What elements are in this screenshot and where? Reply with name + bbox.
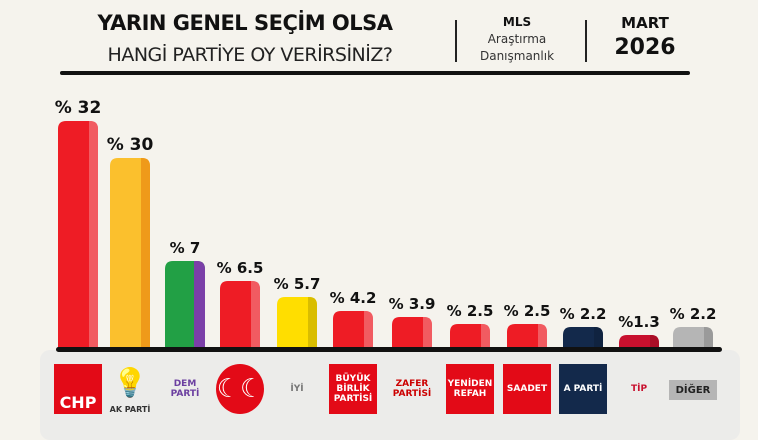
- logo-panel: [40, 350, 740, 440]
- logo-ak-parti̇: 💡 AK PARTİ: [106, 364, 154, 414]
- data-label: % 7: [170, 239, 201, 257]
- data-label: % 3.9: [389, 295, 436, 313]
- logo-text: BÜYÜK BİRLİK PARTİSİ: [333, 374, 373, 404]
- year: 2026: [614, 35, 676, 60]
- bar: [110, 158, 150, 349]
- logo-text: DİĞER: [675, 384, 711, 396]
- bulb-icon: 💡: [112, 366, 148, 399]
- data-label: % 32: [55, 98, 102, 118]
- bar-shade: [704, 327, 713, 349]
- bar-saadet: % 2.5: [504, 302, 551, 349]
- data-label: % 30: [107, 135, 154, 155]
- bar-ak-parti̇: % 30: [107, 135, 154, 349]
- month: MART: [621, 14, 669, 32]
- title-line-1: YARIN GENEL SEÇİM OLSA: [97, 11, 393, 35]
- logo-i̇yi̇-parti̇: İYİ: [273, 364, 321, 414]
- bar-yeni̇den-refah: % 2.5: [447, 302, 494, 349]
- pollster-name: MLS: [502, 15, 532, 29]
- logo-mhp: ☾☾: [216, 364, 264, 414]
- bar-büyük-bi̇rli̇k-parti̇si̇: % 4.2: [330, 289, 377, 349]
- bar-shade: [538, 324, 547, 349]
- data-label: %1.3: [618, 313, 660, 331]
- bar: [563, 327, 603, 349]
- bar: [673, 327, 713, 349]
- logo-ti̇p: TİP: [615, 364, 663, 414]
- bar: [507, 324, 547, 349]
- title-line-2: HANGİ PARTİYE OY VERİRSİNİZ?: [107, 44, 393, 66]
- logo-text: A PARTİ: [563, 384, 603, 394]
- bar-ti̇p: %1.3: [618, 313, 660, 349]
- logo-anahtar-parti̇: A PARTİ: [559, 364, 607, 414]
- logo-text: CHP: [59, 393, 97, 412]
- logo-text: İYİ: [290, 384, 304, 394]
- bar-shade: [423, 317, 432, 349]
- bar-shade: [308, 297, 317, 349]
- bar-shade: [89, 121, 98, 349]
- data-label: % 2.2: [670, 305, 717, 323]
- bar-mhp: % 6.5: [217, 259, 264, 349]
- logo-saadet: SAADET: [503, 364, 551, 414]
- data-label: % 2.5: [504, 302, 551, 320]
- logo-text: ZAFER PARTİSİ: [392, 379, 432, 399]
- logo-text: SAADET: [506, 384, 548, 394]
- bar-shade: [364, 311, 373, 349]
- chart-baseline: [56, 347, 722, 352]
- pollster-line-3: Danışmanlık: [479, 49, 555, 63]
- bar-shade: [481, 324, 490, 349]
- bar-chart: % 32% 30 % 7 % 6.5 % 5.7 % 4.2 % 3.9 % 2.5 % 2.…: [55, 98, 717, 349]
- bar: [58, 121, 98, 349]
- data-label: % 5.7: [274, 275, 321, 293]
- bar-shade: [650, 335, 659, 349]
- data-label: % 4.2: [330, 289, 377, 307]
- logo-büyük-bi̇rli̇k-parti̇si̇: BÜYÜK BİRLİK PARTİSİ: [329, 364, 377, 414]
- bar: [333, 311, 373, 349]
- pollster: MLS Araştırma Danışmanlık: [462, 14, 572, 65]
- logo-text: AK PARTİ: [109, 405, 151, 414]
- bar-dem-parti̇: % 7: [165, 239, 205, 349]
- divider: [585, 20, 587, 62]
- logo-yeni̇den-refah: YENİDEN REFAH: [446, 364, 494, 414]
- divider: [455, 20, 457, 62]
- data-label: % 2.5: [447, 302, 494, 320]
- header-rule: [60, 71, 690, 75]
- bar-shade: [594, 327, 603, 349]
- bar-di̇ğer: % 2.2: [670, 305, 717, 349]
- bar-anahtar-parti̇: % 2.2: [560, 305, 607, 349]
- logo-di̇ğer: DİĞER: [669, 380, 717, 400]
- bar: [392, 317, 432, 349]
- pollster-line-2: Araştırma: [487, 32, 547, 46]
- data-label: % 2.2: [560, 305, 607, 323]
- logo-text: TİP: [630, 384, 648, 394]
- bar: [277, 297, 317, 349]
- data-label: % 6.5: [217, 259, 264, 277]
- bar-shade: [141, 158, 150, 349]
- bar-shade: [251, 281, 260, 349]
- bar-zafer-parti̇si̇: % 3.9: [389, 295, 436, 349]
- logo-dem-parti̇: DEM PARTİ: [161, 364, 209, 414]
- bar-i̇yi̇-parti̇: % 5.7: [274, 275, 321, 349]
- logo-text: YENİDEN REFAH: [447, 379, 493, 399]
- bar: [220, 281, 260, 349]
- bar-shade: [194, 261, 205, 349]
- date: MART 2026: [600, 14, 690, 60]
- logo-zafer-parti̇si̇: ZAFER PARTİSİ: [388, 364, 436, 414]
- bar: [619, 335, 659, 349]
- bar-chp: % 32: [55, 98, 102, 349]
- logo-chp: CHP: [54, 364, 102, 414]
- bar: [450, 324, 490, 349]
- logo-text: DEM PARTİ: [170, 379, 200, 399]
